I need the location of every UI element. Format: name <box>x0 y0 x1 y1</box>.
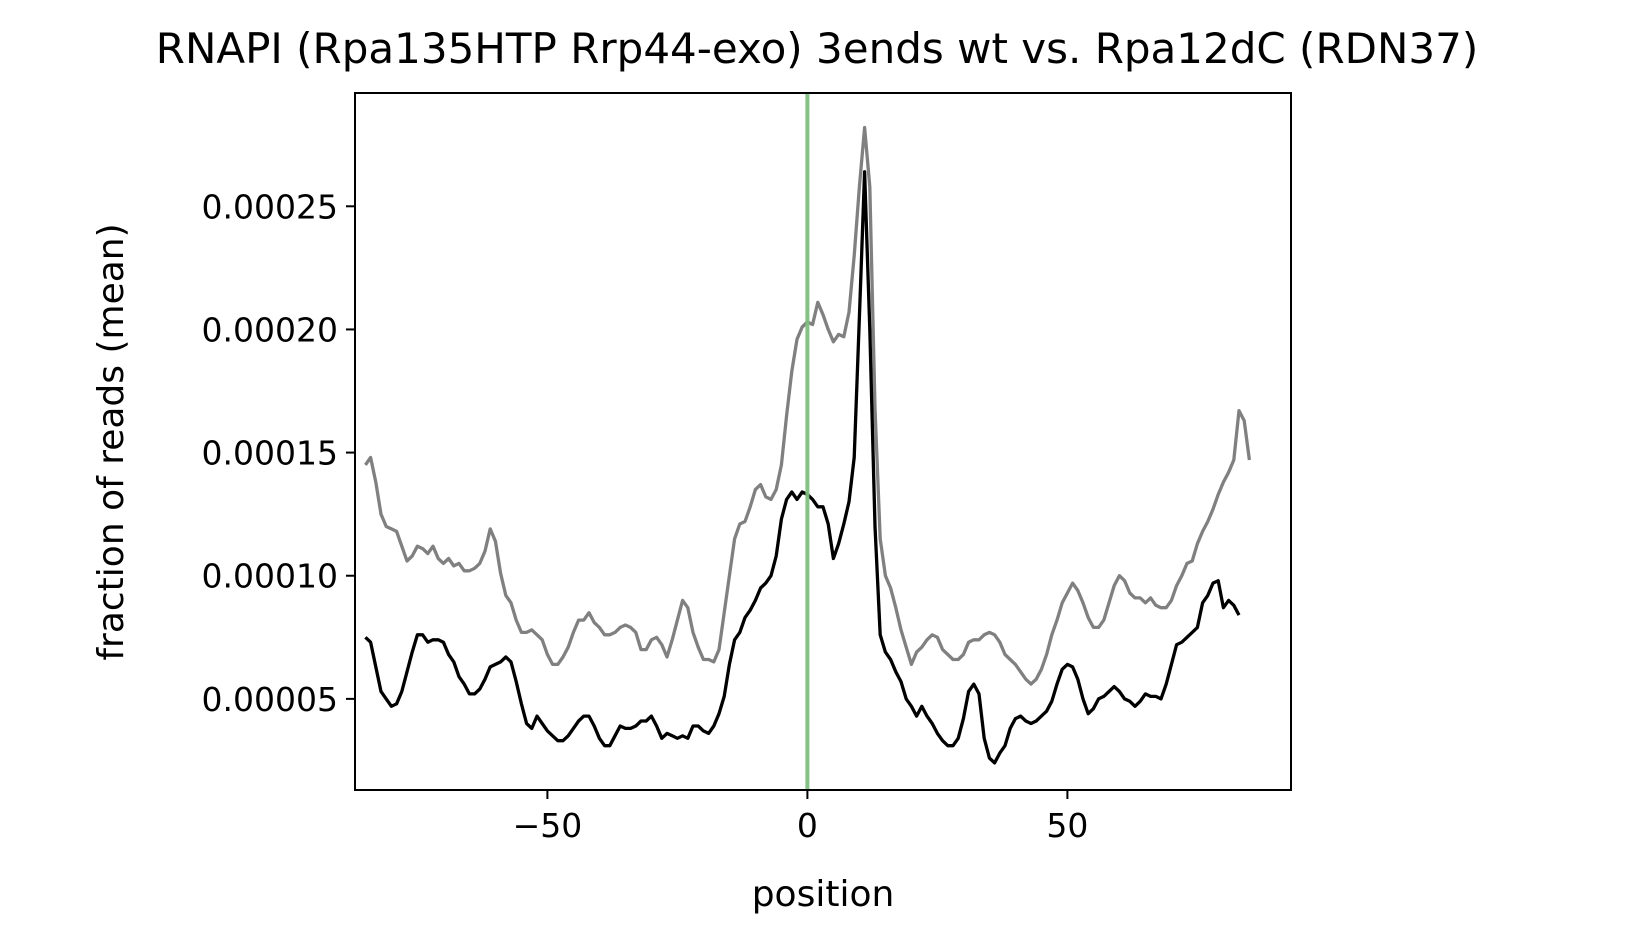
y-axis-label: fraction of reads (mean) <box>91 223 132 660</box>
x-axis-label: position <box>752 874 895 915</box>
x-tick-label: 50 <box>1046 806 1088 845</box>
y-tick-label: 0.00005 <box>202 680 338 719</box>
y-tick-label: 0.00010 <box>202 557 338 596</box>
x-axis-ticks: −50 0 50 <box>513 790 1088 845</box>
y-tick-label: 0.00025 <box>202 187 338 226</box>
x-tick-label: 0 <box>797 806 818 845</box>
y-tick-label: 0.00020 <box>202 310 338 349</box>
x-tick-label: −50 <box>513 806 583 845</box>
y-axis-ticks: 0.00005 0.00010 0.00015 0.00020 0.00025 <box>202 187 355 719</box>
plot-area-frame <box>354 92 1292 791</box>
series-line-2 <box>364 170 1241 765</box>
y-tick-label: 0.00015 <box>202 434 338 473</box>
chart-title: RNAPI (Rpa135HTP Rrp44-exo) 3ends wt vs.… <box>156 24 1478 73</box>
